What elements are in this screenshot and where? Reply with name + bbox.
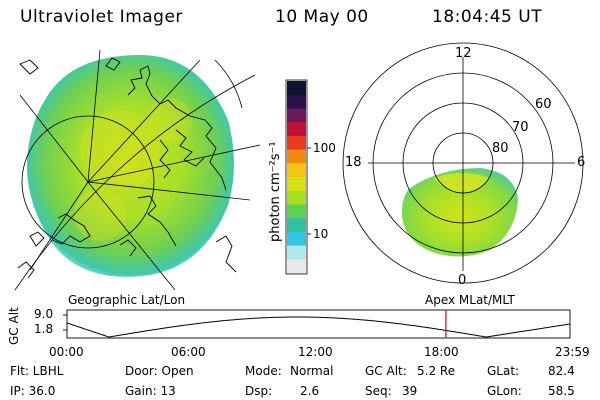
colorbar-cell — [287, 204, 306, 219]
colorbar-cell — [287, 163, 306, 178]
info-door: Door: Open — [125, 364, 194, 378]
colorbar-cell — [287, 218, 306, 233]
altitude-ylabel: GC Alt — [7, 307, 21, 345]
altitude-xtick-0600: 06:00 — [171, 345, 206, 359]
info-glat-value: 82.4 — [548, 364, 575, 378]
lat-ring-outer — [342, 42, 584, 284]
info-gcalt-label: GC Alt: — [365, 364, 407, 378]
lat-label-80: 80 — [492, 141, 509, 156]
polar-plot — [342, 42, 584, 284]
info-glon-value: 58.5 — [548, 384, 575, 398]
info-dsp-label: Dsp: — [245, 384, 273, 398]
colorbar-cell — [287, 177, 306, 192]
polar-plot-caption: Apex MLat/MLT — [425, 293, 515, 307]
info-mode-value: Normal — [290, 364, 334, 378]
altitude-xtick-0000: 00:00 — [49, 345, 84, 359]
altitude-plot — [63, 309, 571, 339]
info-seq-value: 39 — [402, 384, 418, 398]
info-glat-label: GLat: — [487, 364, 520, 378]
altitude-ytick-9: 9.0 — [34, 307, 54, 321]
info-ip: IP: 36.0 — [10, 384, 56, 398]
colorbar-ticks — [307, 147, 311, 235]
colorbar-unit-label: photon cm⁻²s⁻¹ — [268, 141, 283, 242]
colorbar-cell — [287, 231, 306, 247]
app-title: Ultraviolet Imager — [20, 7, 183, 27]
altitude-ytick-1-8: 1.8 — [34, 322, 54, 336]
latlon-grid — [14, 49, 261, 291]
colorbar-cell — [287, 190, 306, 205]
info-gain: Gain: 13 — [125, 384, 176, 398]
mlt-label-6: 6 — [577, 155, 586, 170]
colorbar-cell — [287, 259, 306, 274]
auroral-oval — [402, 168, 518, 257]
info-dsp-value: 2.6 — [300, 384, 320, 398]
coastline-lines — [17, 57, 237, 279]
colorbar-cell — [287, 81, 306, 96]
mlt-label-12: 12 — [455, 46, 472, 61]
colorbar-cell — [287, 245, 306, 260]
info-gcalt-value: 5.2 Re — [417, 364, 456, 378]
date-label: 10 May 00 — [275, 7, 369, 27]
colorbar-cell — [287, 108, 306, 123]
mlt-label-18: 18 — [345, 155, 362, 170]
lat-label-60: 60 — [535, 97, 552, 112]
colorbar-cell — [287, 135, 306, 151]
altitude-curve — [66, 316, 571, 338]
geo-map-caption: Geographic Lat/Lon — [68, 293, 186, 307]
info-flt: Flt: LBHL — [10, 364, 64, 378]
lat-label-70: 70 — [512, 120, 529, 135]
info-glon-label: GLon: — [487, 384, 522, 398]
time-label: 18:04:45 UT — [432, 7, 543, 27]
colorbar-cell — [287, 149, 306, 164]
colorbar-tick-10: 10 — [313, 227, 329, 241]
altitude-xtick-1800: 18:00 — [424, 345, 459, 359]
colorbar-cell — [287, 94, 306, 109]
altitude-xtick-2359: 23:59 — [555, 345, 590, 359]
geo-map — [14, 49, 261, 291]
colorbar-tick-100: 100 — [313, 141, 336, 155]
mlt-label-0: 0 — [458, 273, 467, 288]
info-mode-label: Mode: — [245, 364, 282, 378]
altitude-xtick-1200: 12:00 — [298, 345, 333, 359]
info-seq-label: Seq: — [365, 384, 392, 398]
colorbar-cells — [287, 81, 306, 274]
colorbar-cell — [287, 122, 306, 137]
